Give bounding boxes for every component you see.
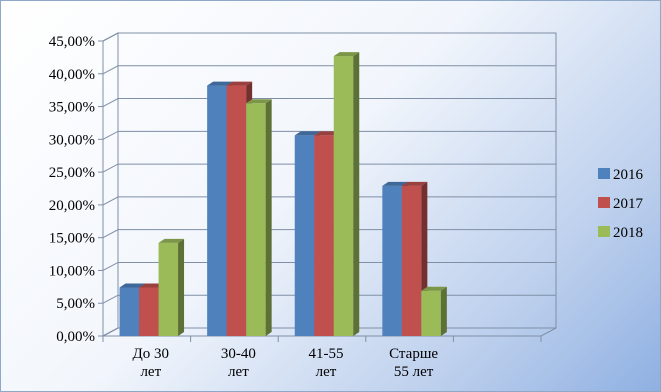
x-category-label: 55 лет <box>394 364 434 380</box>
side-wall <box>102 32 119 337</box>
bar-top <box>119 283 146 288</box>
legend-swatch <box>598 226 610 237</box>
bar-top <box>207 81 233 86</box>
bar <box>246 99 272 337</box>
x-category-label: 30-40 <box>221 346 256 362</box>
y-tick-label: 35,00% <box>49 100 95 116</box>
y-tick-label: 10,00% <box>49 263 95 279</box>
gridlines <box>98 32 556 342</box>
bar <box>333 52 360 336</box>
bar-front <box>158 242 179 336</box>
x-category-label: лет <box>140 364 161 380</box>
bar-side <box>178 238 185 336</box>
legend-label: 2016 <box>613 167 644 183</box>
bar-front <box>119 287 140 336</box>
y-tick-label: 5,00% <box>56 296 95 312</box>
bar-front <box>401 185 422 336</box>
y-tick-label: 30,00% <box>49 132 95 148</box>
bar-front <box>207 85 227 336</box>
gridline <box>102 130 556 140</box>
gridline <box>102 98 556 107</box>
y-tick-label: 15,00% <box>49 231 95 247</box>
gridline <box>102 65 556 75</box>
bar-top <box>314 131 340 136</box>
y-tick-label: 25,00% <box>49 165 95 181</box>
bar <box>158 238 185 336</box>
y-axis-ticks: 0,00% 5,00% 10,00% 15,00% 20,00% 25,00% 30,00%… <box>49 34 95 345</box>
y-tick-label: 40,00% <box>49 67 95 83</box>
bar-front <box>382 185 402 336</box>
x-category-label: 41-55 <box>309 346 344 362</box>
gridline <box>102 163 556 173</box>
legend-label: 2018 <box>613 225 643 241</box>
bar <box>421 286 447 336</box>
bar-top <box>421 286 447 291</box>
bar-top <box>226 81 253 86</box>
bar-front <box>226 85 247 336</box>
bar-front <box>294 135 315 336</box>
x-category-label: Старше <box>389 346 438 362</box>
y-tick-label: 20,00% <box>49 198 95 214</box>
bar-front <box>139 287 159 336</box>
bar-front <box>333 56 354 336</box>
legend: 2016 2017 2018 <box>598 167 644 241</box>
bar-front <box>246 103 266 337</box>
x-category-label: лет <box>316 364 337 380</box>
bar-top <box>246 99 272 104</box>
bar-side <box>440 286 447 336</box>
bar-top <box>158 238 185 243</box>
bar-side <box>265 99 272 337</box>
bar-top <box>401 181 428 186</box>
legend-label: 2017 <box>613 196 644 212</box>
bar-top <box>382 181 408 186</box>
bar-front <box>421 290 441 336</box>
legend-swatch <box>598 197 610 208</box>
x-category-label: лет <box>228 364 249 380</box>
gridline <box>102 32 556 42</box>
y-tick-label: 45,00% <box>49 34 95 50</box>
bar-top <box>333 52 360 57</box>
legend-swatch <box>598 168 610 179</box>
bar-top <box>294 131 321 136</box>
bars <box>119 52 447 337</box>
bar-top <box>139 283 165 288</box>
bar-side <box>353 52 360 336</box>
x-axis-labels: До 30 лет 30-40 лет 41-55 лет Старше 55 лет <box>133 346 439 380</box>
bar-front <box>314 135 334 336</box>
x-category-label: До 30 <box>133 346 169 362</box>
y-tick-label: 0,00% <box>56 329 95 345</box>
